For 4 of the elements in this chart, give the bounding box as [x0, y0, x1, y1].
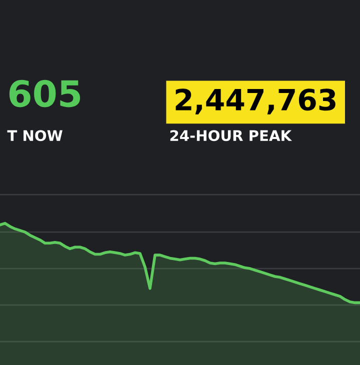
text: T NOW: [7, 130, 62, 142]
text: 2,447,763: [176, 88, 336, 114]
text: 24-HOUR PEAK: [170, 130, 292, 142]
text: 605: [9, 80, 80, 108]
